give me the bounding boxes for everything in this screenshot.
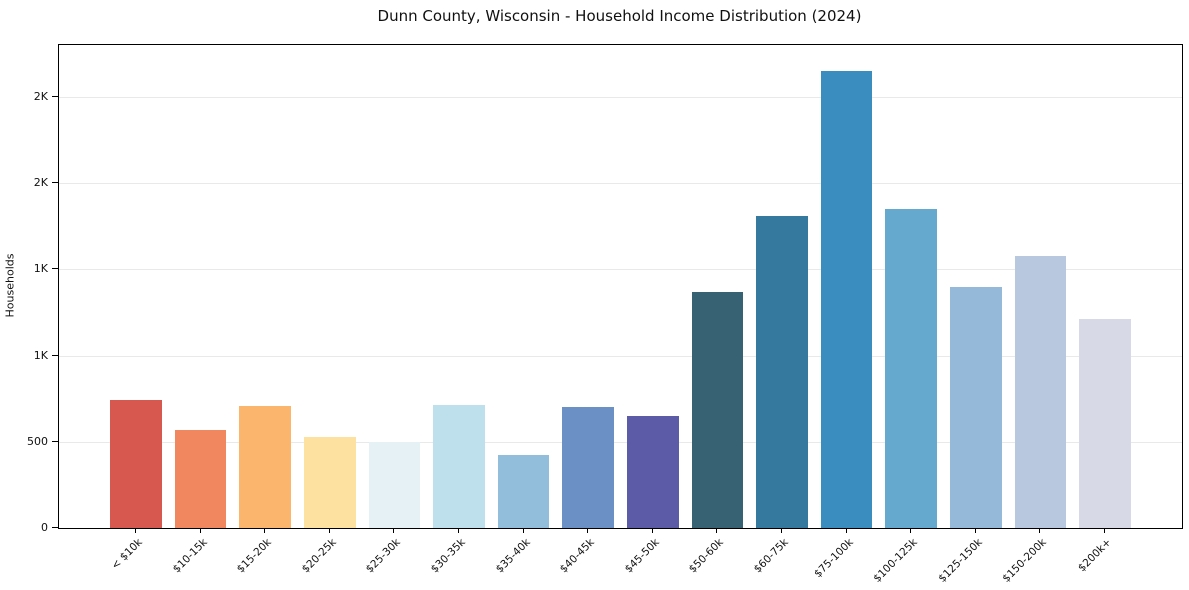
x-tick-mark	[393, 528, 395, 533]
x-tick-mark	[781, 528, 783, 533]
y-tick-label: 500	[27, 434, 48, 448]
x-tick-mark	[199, 528, 201, 533]
y-tick-mark	[52, 268, 58, 270]
chart-title: Dunn County, Wisconsin - Household Incom…	[377, 7, 862, 25]
bar-$35-40k	[497, 454, 550, 528]
y-tick-mark	[52, 440, 58, 442]
bar-$200k+	[1079, 319, 1131, 528]
bar-$40-45k	[562, 407, 615, 528]
gridline	[59, 183, 1182, 184]
x-tick-mark	[264, 528, 266, 533]
x-tick-mark	[910, 528, 912, 533]
bar-$100-125k	[885, 208, 938, 528]
y-tick-label: 1K	[33, 262, 48, 276]
gridline	[59, 441, 1182, 443]
y-tick-mark	[52, 182, 58, 183]
gridline	[59, 355, 1182, 357]
y-tick-label: 2K	[33, 89, 48, 103]
y-axis-label: Households	[3, 253, 17, 318]
x-tick-mark	[134, 528, 136, 533]
bar-$15-20k	[239, 406, 291, 528]
x-tick-label: < $10k	[109, 536, 145, 572]
y-tick-mark	[52, 95, 58, 97]
bar-$30-35k	[433, 404, 485, 528]
bar-$20-25k	[303, 436, 356, 528]
x-tick-mark	[328, 528, 330, 533]
bar-$25-30k	[368, 441, 421, 528]
bar-$45-50k	[626, 415, 679, 528]
bar-$150-200k	[1014, 256, 1067, 528]
x-tick-mark	[457, 528, 459, 533]
x-tick-mark	[845, 528, 847, 533]
bar-$60-75k	[756, 215, 808, 528]
bar-$50-60k	[691, 291, 744, 528]
x-tick-mark	[1039, 528, 1041, 533]
x-tick-mark	[587, 528, 589, 533]
y-tick-mark	[52, 527, 58, 528]
x-tick-mark	[1104, 528, 1106, 533]
bar-< $10k	[110, 400, 162, 528]
bar-$10-15k	[174, 429, 227, 528]
y-tick-label: 0	[41, 521, 48, 534]
y-tick-label: 2K	[33, 176, 48, 189]
plot-area	[58, 44, 1183, 529]
x-tick-mark	[651, 528, 653, 533]
y-tick-mark	[52, 354, 58, 356]
bar-$75-100k	[820, 70, 873, 528]
bar-$125-150k	[950, 287, 1002, 528]
y-tick-label: 1K	[33, 348, 48, 362]
x-tick-mark	[522, 528, 524, 533]
gridline	[59, 269, 1182, 271]
x-tick-mark	[974, 528, 976, 533]
x-tick-mark	[716, 528, 718, 533]
gridline	[59, 96, 1182, 98]
